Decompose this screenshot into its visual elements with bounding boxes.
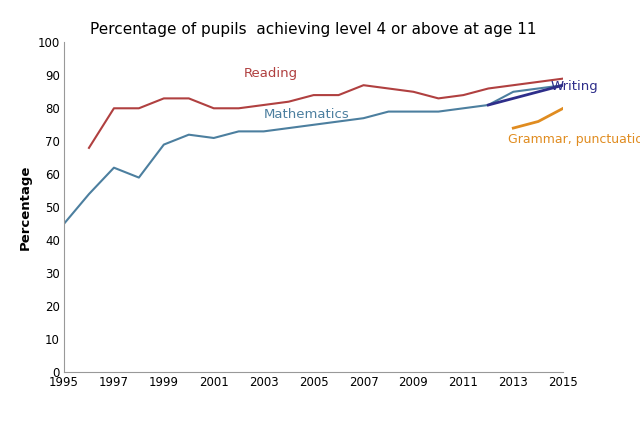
Text: Reading: Reading (244, 67, 298, 80)
Title: Percentage of pupils  achieving level 4 or above at age 11: Percentage of pupils achieving level 4 o… (90, 22, 537, 37)
Text: Writing: Writing (551, 80, 598, 93)
Y-axis label: Percentage: Percentage (19, 165, 32, 250)
Text: Grammar, punctuation & spelling: Grammar, punctuation & spelling (508, 133, 640, 146)
Text: Mathematics: Mathematics (264, 108, 349, 121)
